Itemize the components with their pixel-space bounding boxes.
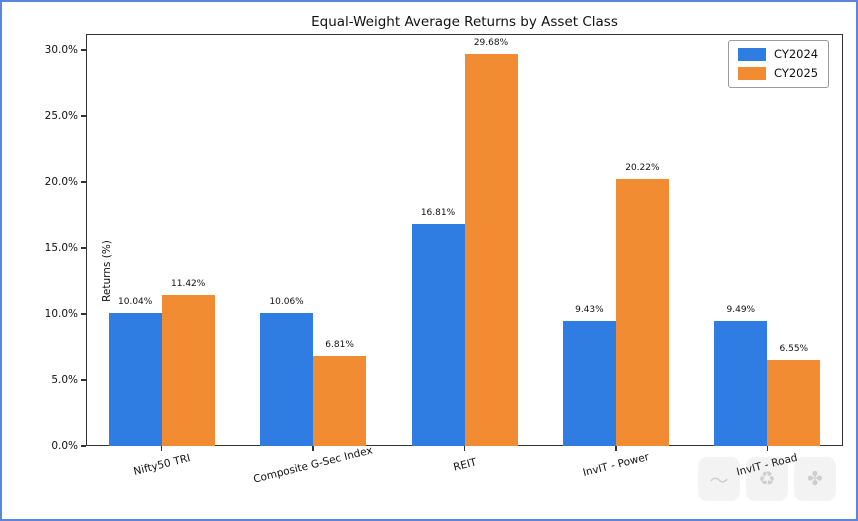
legend-swatch-cy2024-icon <box>738 48 766 61</box>
legend-item-cy2024: CY2024 <box>738 48 818 61</box>
x-tick-mark <box>463 446 466 451</box>
y-tick-mark <box>81 247 86 249</box>
legend-label: CY2024 <box>774 47 819 61</box>
bar-value-label: 10.06% <box>269 297 304 308</box>
bar-value-label: 29.68% <box>473 38 509 49</box>
watermark-toolbar: 〜 ♻ ✤ <box>698 457 836 501</box>
bar-cy2025-4 <box>615 178 669 446</box>
bar-value-label: 6.55% <box>779 343 809 354</box>
bar-value-label: 11.42% <box>171 279 206 290</box>
bar-cy2024-1 <box>108 313 162 446</box>
clover-plus-icon[interactable]: ✤ <box>794 457 836 501</box>
y-tick-label: 0.0% <box>51 440 78 452</box>
x-tick-mark <box>615 446 617 451</box>
bar-value-label: 10.04% <box>118 297 153 308</box>
y-tick-mark <box>81 181 86 183</box>
bar-cy2025-3 <box>464 54 518 446</box>
x-tick-label: Nifty50 TRI <box>132 452 192 478</box>
y-tick-mark <box>81 49 86 51</box>
x-tick-mark <box>160 446 163 451</box>
y-tick-label: 10.0% <box>44 307 78 320</box>
scribble-icon[interactable]: 〜 <box>698 457 740 501</box>
legend-swatch-cy2025-icon <box>738 67 766 80</box>
y-tick-label: 15.0% <box>44 241 78 254</box>
y-tick-label: 30.0% <box>44 43 78 56</box>
legend-item-cy2025: CY2025 <box>738 67 818 80</box>
legend-label: CY2025 <box>774 66 819 80</box>
chart-title: Equal-Weight Average Returns by Asset Cl… <box>311 14 618 30</box>
bar-cy2024-4 <box>562 321 616 446</box>
x-tick-label: InvIT - Power <box>581 450 651 480</box>
bar-value-label: 9.49% <box>726 304 756 315</box>
bar-cy2024-2 <box>260 313 314 446</box>
legend: CY2024 CY2025 <box>728 40 830 88</box>
bar-value-label: 20.22% <box>625 162 660 173</box>
bar-value-label: 6.81% <box>325 340 354 351</box>
y-tick-mark <box>81 313 86 315</box>
x-tick-label: REIT <box>451 456 478 474</box>
y-tick-mark <box>81 115 86 117</box>
y-tick-label: 25.0% <box>44 109 78 122</box>
bar-cy2024-3 <box>411 224 465 446</box>
x-tick-mark <box>312 446 314 451</box>
y-tick-mark <box>81 379 86 381</box>
x-tick-mark <box>766 446 769 451</box>
bar-value-label: 9.43% <box>575 305 604 316</box>
bar-cy2024-5 <box>714 320 768 446</box>
y-tick-label: 5.0% <box>51 373 78 386</box>
shapes-triangle-icon[interactable]: ♻ <box>746 457 788 501</box>
y-tick-label: 20.0% <box>44 175 78 188</box>
bar-value-label: 16.81% <box>420 208 456 219</box>
bar-cy2025-5 <box>767 359 821 446</box>
y-tick-mark <box>81 445 86 447</box>
bar-cy2025-1 <box>161 295 215 446</box>
bar-cy2025-2 <box>313 356 367 446</box>
